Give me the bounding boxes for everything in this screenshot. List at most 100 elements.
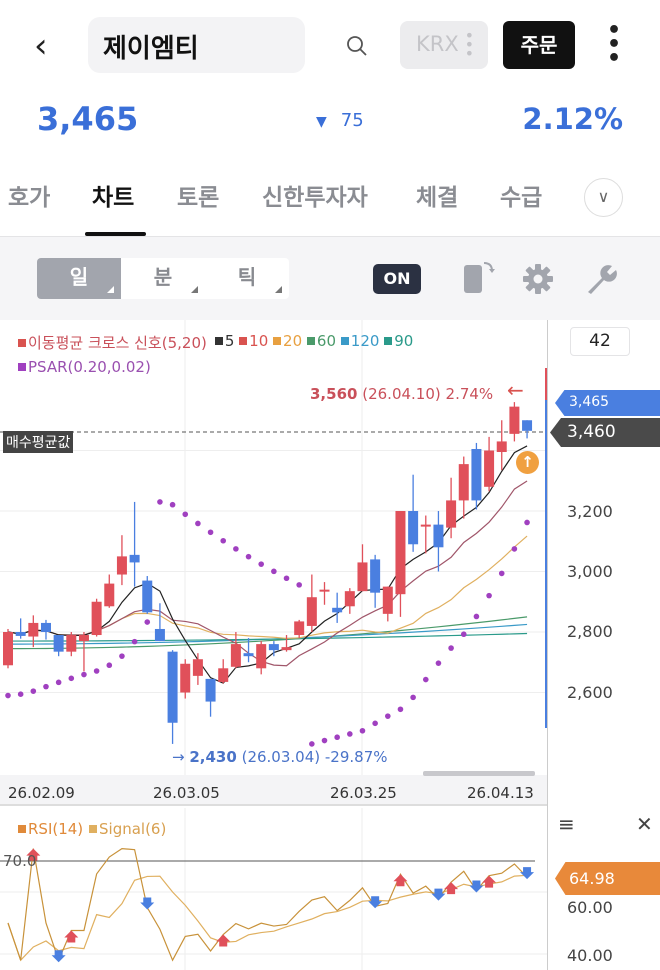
x-tick-label: 26.04.13	[467, 784, 534, 802]
period-day-label: 일	[69, 265, 89, 289]
psar-dot	[93, 668, 100, 674]
candle-body	[256, 644, 267, 669]
legend-ma5: 5	[214, 332, 234, 350]
down-triangle-icon: ▼	[316, 114, 327, 130]
candle-body	[471, 448, 482, 501]
date-axis: 26.02.09 26.03.05 26.03.25 26.04.13	[0, 775, 547, 806]
psar-dot	[106, 662, 113, 669]
rsi-level-label: 70.0	[3, 852, 37, 870]
tab-supply-demand[interactable]: 수급	[500, 185, 543, 211]
candle-body	[205, 678, 216, 702]
psar-dot	[385, 713, 391, 719]
y-tick-label: 40.00	[567, 946, 613, 965]
tab-chart[interactable]: 차트	[92, 185, 135, 211]
stock-name: 제이엠티	[103, 34, 199, 64]
tab-discussion[interactable]: 토론	[177, 185, 220, 211]
back-button[interactable]: ‹	[34, 26, 48, 66]
close-icon[interactable]: ✕	[636, 812, 653, 836]
legend-ma-periods[interactable]: 5 10 20 60 120 90	[214, 332, 413, 353]
stock-search-box[interactable]: 제이엠티	[88, 17, 367, 73]
psar-dot	[435, 660, 442, 666]
psar-dot	[30, 688, 37, 694]
gear-icon[interactable]	[522, 263, 554, 295]
candlestick-chart[interactable]	[0, 320, 547, 775]
search-icon[interactable]	[346, 35, 368, 57]
candle-body	[192, 659, 203, 676]
period-minute-button[interactable]: 분	[121, 258, 205, 299]
menu-icon[interactable]: ≡	[558, 812, 575, 836]
ma60-line	[7, 616, 528, 650]
period-tick-button[interactable]: 틱	[205, 258, 289, 299]
wrench-icon[interactable]	[584, 262, 618, 296]
legend-ma10: 10	[239, 332, 268, 350]
candle-body	[3, 632, 13, 666]
rotate-screen-icon[interactable]	[462, 257, 498, 297]
exchange-selector[interactable]: KRX • • •	[400, 21, 488, 69]
buy-signal-up-arrow-icon[interactable]: ↑	[516, 451, 539, 474]
axis-divider	[547, 320, 548, 970]
order-button[interactable]: 주문	[503, 21, 575, 69]
price-chart-panel[interactable]	[0, 320, 660, 808]
candle-body	[306, 597, 317, 626]
candle-body	[408, 511, 419, 545]
cross-down-arrow-icon	[368, 896, 383, 909]
psar-dot	[296, 582, 302, 588]
ma20-line	[7, 535, 528, 640]
more-menu-icon[interactable]: • • •	[606, 18, 622, 71]
psar-dot	[182, 511, 189, 518]
psar-dot	[157, 499, 163, 505]
period-day-button[interactable]: 일	[37, 258, 121, 299]
chart-scrollbar[interactable]	[423, 771, 535, 776]
candle-body	[180, 663, 191, 693]
candle-body	[281, 647, 292, 651]
legend-ma-cross[interactable]: 이동평균 크로스 신호(5,20)	[18, 332, 207, 353]
avg-price-label: 매수평균값	[3, 431, 74, 453]
period-minute-label: 분	[153, 265, 173, 289]
candle-body	[167, 651, 178, 723]
psar-dot	[55, 679, 62, 686]
psar-dot	[233, 546, 239, 552]
psar-dot	[283, 575, 290, 582]
low-price-annotation: → 2,430 (26.03.04) -29.87%	[172, 748, 388, 766]
legend-ma-cross-label: 이동평균 크로스 신호(5,20)	[28, 334, 207, 352]
y-tick-label: 2,600	[567, 683, 613, 702]
legend-rsi: RSI(14)	[18, 820, 83, 838]
cross-up-arrow-icon	[26, 848, 41, 861]
legend-psar[interactable]: PSAR(0.20,0.02)	[18, 358, 151, 376]
candle-body	[382, 586, 393, 614]
psar-dot	[245, 553, 252, 560]
tab-shinhan-investors[interactable]: 신한투자자	[262, 185, 368, 211]
active-tab-indicator	[85, 232, 146, 236]
psar-dot	[195, 520, 201, 527]
legend-ma60: 60	[306, 332, 336, 350]
cross-up-arrow-icon	[216, 934, 231, 947]
avg-price-tag: 3,460	[550, 418, 660, 447]
candle-body	[522, 420, 533, 431]
current-price-tag: 3,465	[555, 390, 660, 416]
psar-dot	[131, 638, 138, 645]
candle-body	[40, 622, 51, 632]
psar-dot	[486, 592, 492, 599]
rsi-chart[interactable]	[0, 808, 547, 970]
x-tick-label: 26.03.05	[153, 784, 220, 802]
chevron-down-icon[interactable]: ∨	[584, 178, 623, 217]
psar-dot	[524, 519, 530, 526]
candle-body	[243, 653, 254, 657]
tab-orderbook[interactable]: 호가	[8, 185, 51, 211]
cross-down-arrow-icon	[469, 880, 484, 893]
psar-dot	[448, 645, 454, 651]
candle-body	[484, 450, 495, 487]
candle-body	[509, 406, 520, 434]
psar-dot	[207, 529, 214, 536]
rsi-panel[interactable]: RSI(14) Signal(6) 70.0 60.00 40.00	[0, 808, 660, 970]
on-toggle[interactable]: ON	[373, 264, 421, 294]
candle-body	[66, 635, 77, 652]
y-tick-label: 60.00	[567, 898, 613, 917]
psar-dot	[309, 741, 315, 747]
candle-count-box[interactable]: 42	[570, 327, 630, 356]
tab-trades[interactable]: 체결	[416, 185, 459, 211]
psar-dot	[68, 675, 75, 682]
psar-dot	[144, 619, 151, 625]
candle-body	[319, 589, 330, 592]
exchange-label: KRX	[416, 32, 459, 56]
